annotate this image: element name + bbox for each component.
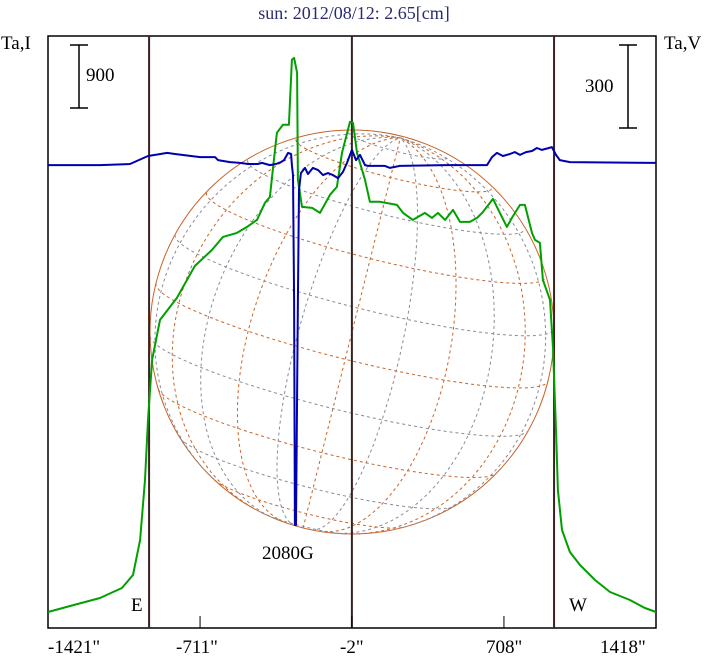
chart-title: sun: 2012/08/12: 2.65[cm] (258, 3, 450, 23)
field-strength-annotation: 2080G (262, 543, 314, 564)
latitude-grid-line (247, 160, 526, 235)
x-tick-label: -1421" (48, 637, 101, 658)
latitude-grid-line (205, 192, 547, 284)
latitude-grid-line (155, 283, 549, 389)
longitude-grid-line (154, 133, 401, 481)
x-tick-label: 1418" (600, 637, 646, 658)
latitude-grid-line (149, 336, 529, 437)
latitude-grid-line (214, 479, 404, 529)
west-limb-label: W (569, 595, 587, 616)
longitude-grid-line (276, 137, 401, 527)
latitude-grid-line (174, 234, 555, 337)
right-axis-label: Ta,V (664, 33, 702, 54)
east-limb-label: E (131, 595, 143, 616)
right-scale-bar-label: 300 (585, 76, 614, 97)
latitude-grid-line (179, 437, 455, 510)
latitude-grid-line (157, 389, 497, 478)
x-tick-label: -711" (176, 637, 218, 658)
longitude-grid-line (400, 137, 547, 528)
longitude-grid-line (311, 137, 419, 531)
x-tick-label: -2" (340, 637, 364, 658)
polarization-series-line (48, 146, 657, 526)
left-scale-bar-label: 900 (86, 65, 115, 86)
longitude-grid-line (236, 137, 401, 523)
longitude-grid-line (357, 137, 526, 535)
latitude-grid-line (261, 512, 347, 535)
latitude-grid-line (295, 139, 493, 193)
x-tick-label: 708" (486, 637, 523, 658)
longitude-grid-line (323, 137, 457, 533)
longitude-grid-line (200, 136, 401, 520)
intensity-series-line (47, 56, 657, 613)
left-axis-label: Ta,I (1, 33, 31, 54)
longitude-grid-line (332, 137, 495, 534)
longitude-grid-line (302, 137, 401, 529)
longitude-grid-line (171, 135, 401, 509)
